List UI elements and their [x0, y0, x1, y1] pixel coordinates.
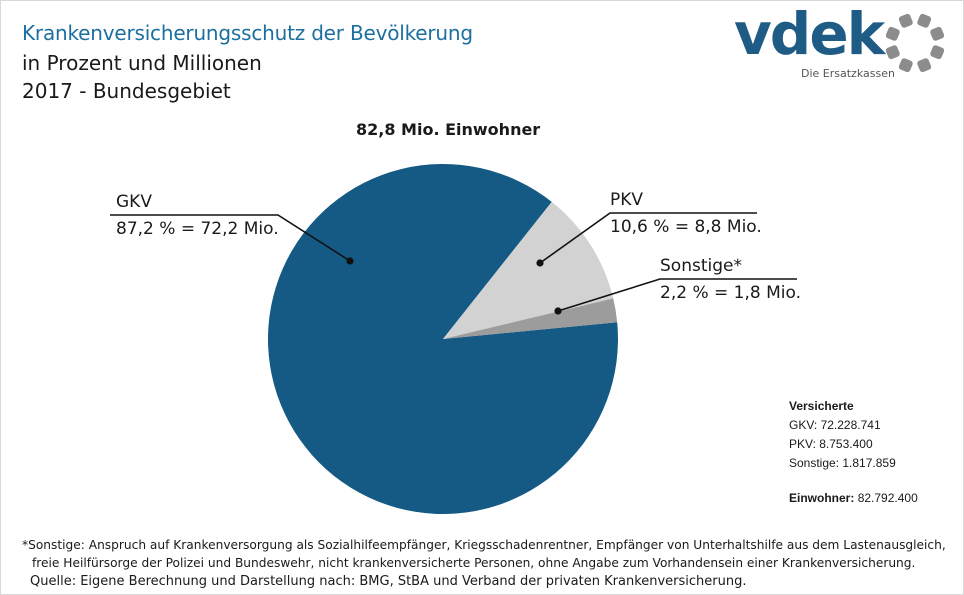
logo-ring-dot [917, 58, 932, 73]
insured-box: Versicherte GKV: 72.228.741 PKV: 8.753.4… [789, 397, 896, 473]
insured-heading: Versicherte [789, 399, 854, 413]
logo-ring-dot [885, 26, 900, 41]
leader-dot-sonstige [554, 307, 562, 315]
chart-subtitle-units: in Prozent und Millionen [22, 51, 262, 75]
pie-slice-sonstige [443, 298, 618, 339]
vdek-logo: vdek Die Ersatzkassen [734, 0, 954, 86]
label-pkv-value: 10,6 % = 8,8 Mio. [610, 217, 762, 237]
logo-ring-dot [898, 13, 913, 28]
leader-dot-gkv [346, 257, 354, 265]
footnote: *Sonstige: Anspruch auf Krankenversorgun… [22, 536, 946, 572]
pie-slice-gkv [267, 163, 618, 514]
insured-sonstige: Sonstige: 1.817.859 [789, 456, 896, 470]
footnote-line-1: *Sonstige: Anspruch auf Krankenversorgun… [22, 538, 946, 552]
chart-subtitle-year: 2017 - Bundesgebiet [22, 79, 231, 103]
logo-ring-dot [917, 13, 932, 28]
logo-ring-dot [885, 45, 900, 60]
population-value: 82.792.400 [857, 491, 918, 505]
insured-gkv: GKV: 72.228.741 [789, 418, 881, 432]
source-note: Quelle: Eigene Berechnung und Darstellun… [30, 574, 747, 589]
footnote-line-2: freie Heilfürsorge der Polizei und Bunde… [32, 556, 916, 570]
logo-tagline: Die Ersatzkassen [801, 67, 895, 80]
label-sonstige-value: 2,2 % = 1,8 Mio. [660, 283, 801, 303]
label-gkv-name: GKV [116, 192, 152, 212]
pie-slice-pkv [443, 201, 614, 339]
leader-line-sonstige [557, 278, 797, 312]
label-sonstige-name: Sonstige* [660, 256, 742, 276]
label-gkv-value: 87,2 % = 72,2 Mio. [116, 219, 279, 239]
leader-line-pkv [539, 212, 757, 264]
leader-line-gkv [110, 214, 351, 262]
population-label: Einwohner: [789, 491, 855, 505]
logo-ring-icon [885, 13, 945, 73]
pie-title: 82,8 Mio. Einwohner [356, 120, 541, 139]
insured-pkv: PKV: 8.753.400 [789, 437, 873, 451]
logo-ring-dot [930, 45, 945, 60]
logo-ring-dot [898, 58, 913, 73]
logo-wordmark: vdek [734, 0, 885, 68]
population-total: Einwohner: 82.792.400 [789, 491, 918, 505]
label-pkv-name: PKV [610, 190, 644, 210]
logo-ring-dot [930, 26, 945, 41]
chart-title: Krankenversicherungsschutz der Bevölkeru… [22, 21, 473, 45]
leader-dot-pkv [536, 259, 544, 267]
